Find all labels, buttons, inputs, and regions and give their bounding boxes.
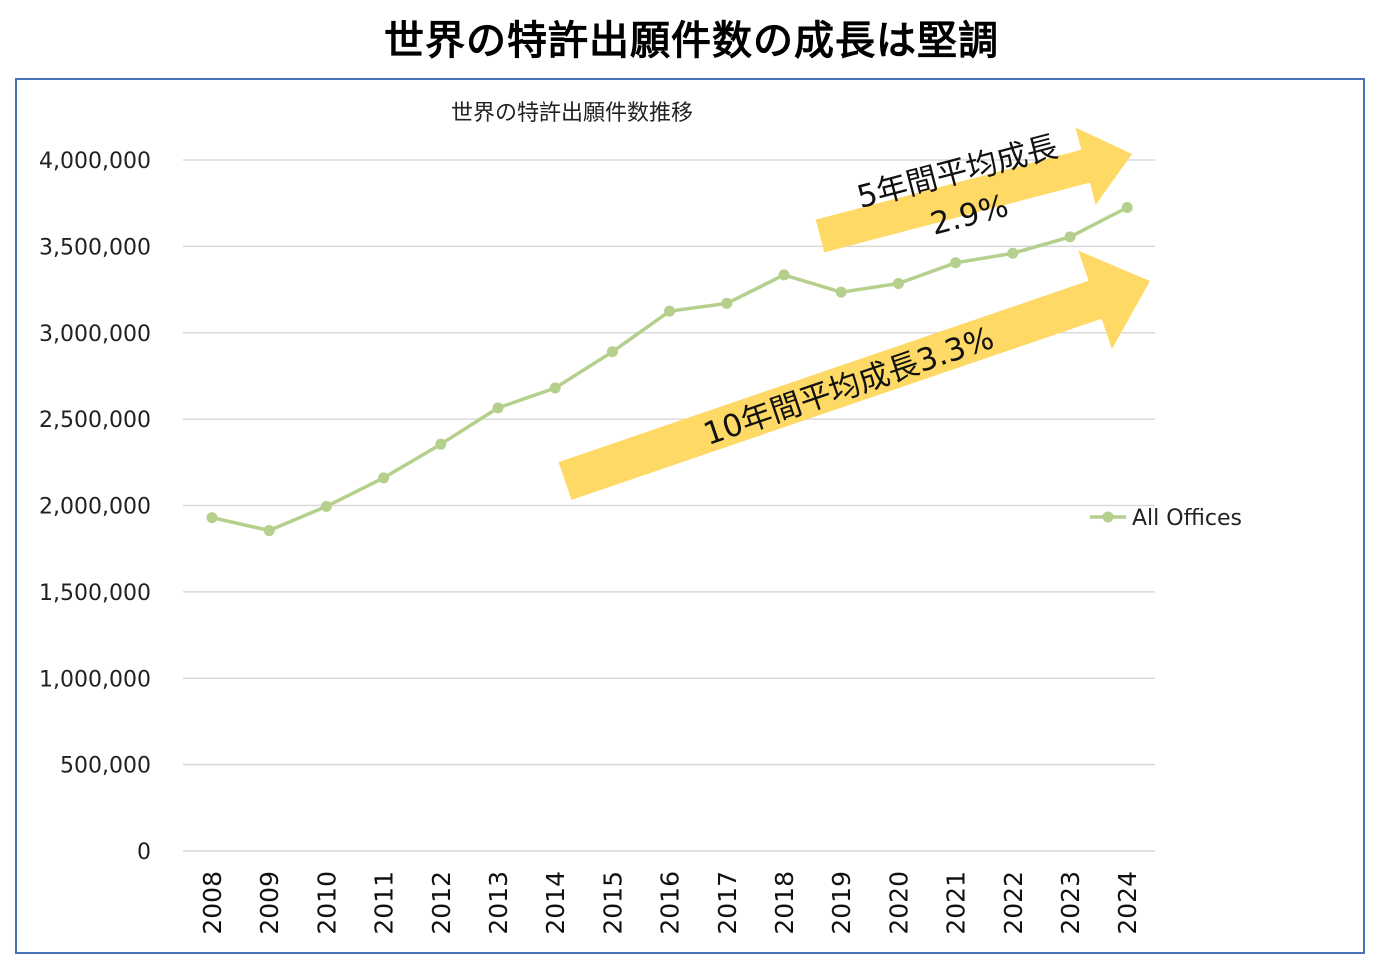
growth-arrow-10yr xyxy=(558,250,1150,500)
growth-arrow-5yr xyxy=(815,127,1132,253)
x-tick-label: 2019 xyxy=(827,871,856,935)
data-point xyxy=(664,305,676,317)
x-axis-ticks: 2008 2009 2010 2011 2012 2013 2014 2015 2016 2017… xyxy=(198,871,1142,935)
y-axis-ticks: 0 500,000 1,000,000 1,500,000 2,000,000 2,500… xyxy=(39,149,151,865)
data-point xyxy=(1007,247,1019,259)
y-tick-label: 0 xyxy=(137,840,151,865)
y-tick-label: 4,000,000 xyxy=(39,149,151,174)
x-tick-label: 2010 xyxy=(312,871,341,935)
y-tick-label: 2,500,000 xyxy=(39,408,151,433)
data-point xyxy=(950,257,962,269)
x-tick-label: 2012 xyxy=(427,871,456,935)
page-title: 世界の特許出願件数の成長は堅調 xyxy=(384,18,999,64)
data-point xyxy=(492,402,504,414)
x-tick-label: 2021 xyxy=(942,871,971,935)
y-tick-label: 2,000,000 xyxy=(39,495,151,520)
data-point xyxy=(435,438,447,450)
data-point xyxy=(835,286,847,298)
series-all-offices xyxy=(206,202,1133,537)
data-point xyxy=(549,382,561,394)
data-point xyxy=(320,500,332,512)
x-tick-label: 2013 xyxy=(484,871,513,935)
x-tick-label: 2023 xyxy=(1056,871,1085,935)
data-point xyxy=(606,346,618,358)
data-point xyxy=(263,525,275,537)
legend-label: All Offices xyxy=(1132,506,1242,531)
x-tick-label: 2009 xyxy=(255,871,284,935)
x-tick-label: 2018 xyxy=(770,871,799,935)
legend: All Offices xyxy=(1090,506,1242,531)
x-tick-label: 2014 xyxy=(541,871,570,935)
annotation-10yr: 10年間平均成長3.3% xyxy=(699,320,998,453)
x-tick-label: 2024 xyxy=(1113,871,1142,935)
y-tick-label: 1,000,000 xyxy=(39,667,151,692)
data-point xyxy=(206,512,218,524)
chart-frame xyxy=(15,78,1365,954)
x-tick-label: 2022 xyxy=(999,871,1028,935)
y-tick-label: 1,500,000 xyxy=(39,581,151,606)
data-point xyxy=(1064,231,1076,243)
legend-marker xyxy=(1102,511,1114,523)
y-tick-label: 3,000,000 xyxy=(39,322,151,347)
x-tick-label: 2017 xyxy=(713,871,742,935)
data-point xyxy=(378,472,390,484)
y-tick-label: 3,500,000 xyxy=(39,235,151,260)
x-tick-label: 2020 xyxy=(884,871,913,935)
x-tick-label: 2008 xyxy=(198,871,227,935)
series-line xyxy=(211,205,1128,533)
x-tick-label: 2011 xyxy=(370,871,399,935)
y-tick-label: 500,000 xyxy=(60,754,151,779)
data-point xyxy=(721,297,733,309)
data-point xyxy=(778,269,790,281)
x-tick-label: 2016 xyxy=(656,871,685,935)
chart-title: 世界の特許出願件数推移 xyxy=(451,101,693,126)
x-tick-label: 2015 xyxy=(598,871,627,935)
data-point xyxy=(892,278,904,290)
data-point xyxy=(1121,202,1133,214)
